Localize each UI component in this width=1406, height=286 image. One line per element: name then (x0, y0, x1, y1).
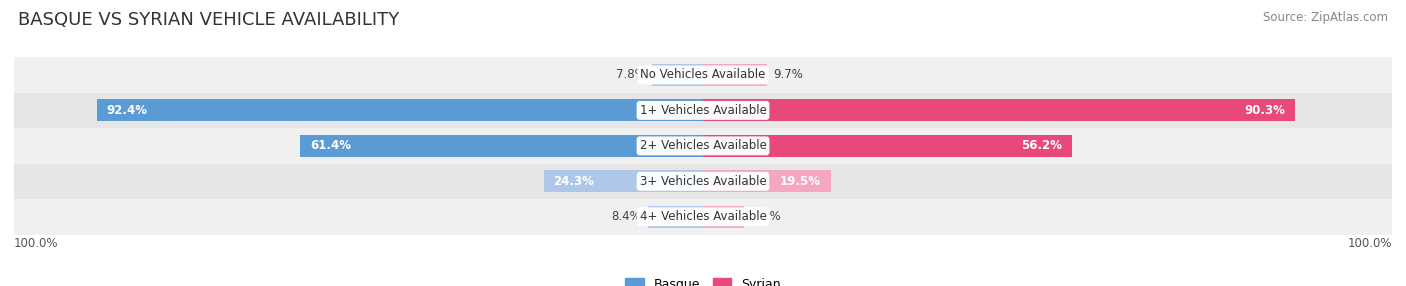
Text: 3+ Vehicles Available: 3+ Vehicles Available (640, 175, 766, 188)
Bar (544, 170, 703, 192)
Bar (14, 93, 1392, 128)
Bar (299, 135, 703, 157)
Bar (14, 128, 1392, 164)
Text: 56.2%: 56.2% (1021, 139, 1062, 152)
Bar (14, 199, 1392, 235)
Bar (703, 100, 1295, 121)
Text: 7.8%: 7.8% (616, 68, 645, 82)
Bar (97, 100, 703, 121)
Text: 24.3%: 24.3% (554, 175, 595, 188)
Text: 8.4%: 8.4% (612, 210, 641, 223)
Text: 6.3%: 6.3% (751, 210, 780, 223)
Bar (648, 206, 703, 228)
Text: 1+ Vehicles Available: 1+ Vehicles Available (640, 104, 766, 117)
Legend: Basque, Syrian: Basque, Syrian (620, 273, 786, 286)
Text: 4+ Vehicles Available: 4+ Vehicles Available (640, 210, 766, 223)
Text: 90.3%: 90.3% (1244, 104, 1285, 117)
Text: BASQUE VS SYRIAN VEHICLE AVAILABILITY: BASQUE VS SYRIAN VEHICLE AVAILABILITY (18, 11, 399, 29)
Text: 100.0%: 100.0% (14, 237, 59, 250)
Text: 2+ Vehicles Available: 2+ Vehicles Available (640, 139, 766, 152)
Bar (14, 164, 1392, 199)
Bar (652, 64, 703, 86)
Text: 92.4%: 92.4% (107, 104, 148, 117)
Text: 61.4%: 61.4% (309, 139, 352, 152)
Bar (14, 57, 1392, 93)
Bar (703, 170, 831, 192)
Bar (703, 64, 766, 86)
Bar (703, 206, 744, 228)
Text: 19.5%: 19.5% (780, 175, 821, 188)
Bar (703, 135, 1071, 157)
Text: No Vehicles Available: No Vehicles Available (640, 68, 766, 82)
Text: Source: ZipAtlas.com: Source: ZipAtlas.com (1263, 11, 1388, 24)
Text: 9.7%: 9.7% (773, 68, 803, 82)
Text: 100.0%: 100.0% (1347, 237, 1392, 250)
